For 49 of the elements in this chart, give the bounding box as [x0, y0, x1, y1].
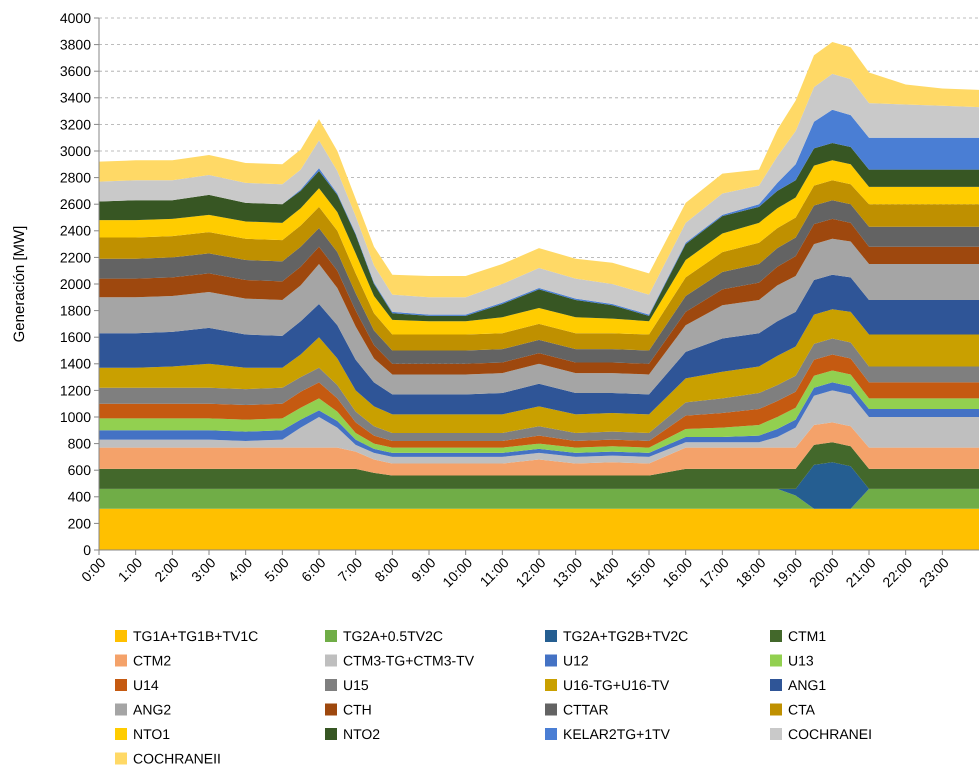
- y-tick-label: 2000: [60, 276, 92, 292]
- x-tick-label: 5:00: [261, 554, 292, 585]
- legend-label: TG2A+0.5TV2C: [343, 628, 443, 644]
- y-tick-label: 600: [68, 462, 92, 478]
- legend-label: TG1A+TG1B+TV1C: [133, 628, 258, 644]
- y-tick-label: 3000: [60, 142, 92, 159]
- legend-label: CTM1: [788, 628, 826, 644]
- x-tick-label: 7:00: [334, 554, 366, 585]
- legend-label: CTA: [788, 701, 816, 718]
- legend-label: ANG1: [788, 676, 826, 693]
- y-tick-label: 1400: [60, 356, 92, 372]
- y-tick-label: 1200: [60, 382, 92, 398]
- y-tick-label: 2600: [60, 196, 92, 212]
- legend-label: ANG2: [133, 701, 172, 718]
- legend-label: U13: [788, 652, 814, 668]
- y-axis-title: Generación [MW]: [11, 226, 28, 342]
- x-tick-label: 9:00: [408, 554, 439, 585]
- y-tick-label: 3600: [60, 63, 92, 80]
- legend-label: CTTAR: [563, 701, 609, 718]
- legend-label: U16-TG+U16-TV: [563, 676, 670, 693]
- y-tick-label: 200: [68, 515, 92, 532]
- y-tick-label: 3200: [60, 116, 92, 132]
- y-tick-label: 4000: [60, 10, 92, 26]
- x-tick-label: 3:00: [188, 554, 219, 585]
- y-tick-label: 1600: [60, 329, 92, 346]
- x-tick-label: 6:00: [298, 554, 329, 585]
- y-tick-label: 1000: [60, 408, 92, 425]
- legend-label: CTM2: [133, 652, 172, 668]
- legend-label: NTO2: [343, 726, 380, 742]
- legend-label: NTO1: [133, 726, 170, 742]
- y-tick-label: 800: [68, 436, 92, 452]
- legend-label: U15: [343, 676, 369, 693]
- legend-label: KELAR2TG+1TV: [563, 726, 671, 742]
- legend-label: COCHRANEI: [788, 726, 872, 742]
- legend-label: COCHRANEII: [133, 750, 221, 766]
- y-tick-label: 2400: [60, 222, 92, 239]
- legend-label: U14: [133, 676, 159, 693]
- legend-label: TG2A+TG2B+TV2C: [563, 628, 688, 644]
- y-tick-label: 400: [68, 488, 92, 505]
- y-tick-label: 3400: [60, 90, 92, 106]
- legend-label: CTM3-TG+CTM3-TV: [343, 652, 475, 668]
- x-tick-label: 8:00: [371, 554, 402, 585]
- x-tick-label: 4:00: [224, 554, 256, 585]
- y-tick-label: 1800: [60, 302, 92, 318]
- y-tick-label: 2200: [60, 249, 92, 266]
- legend-label: U12: [563, 652, 589, 668]
- y-tick-label: 2800: [60, 170, 92, 186]
- y-tick-label: 3800: [60, 36, 92, 52]
- legend-label: CTH: [343, 701, 372, 718]
